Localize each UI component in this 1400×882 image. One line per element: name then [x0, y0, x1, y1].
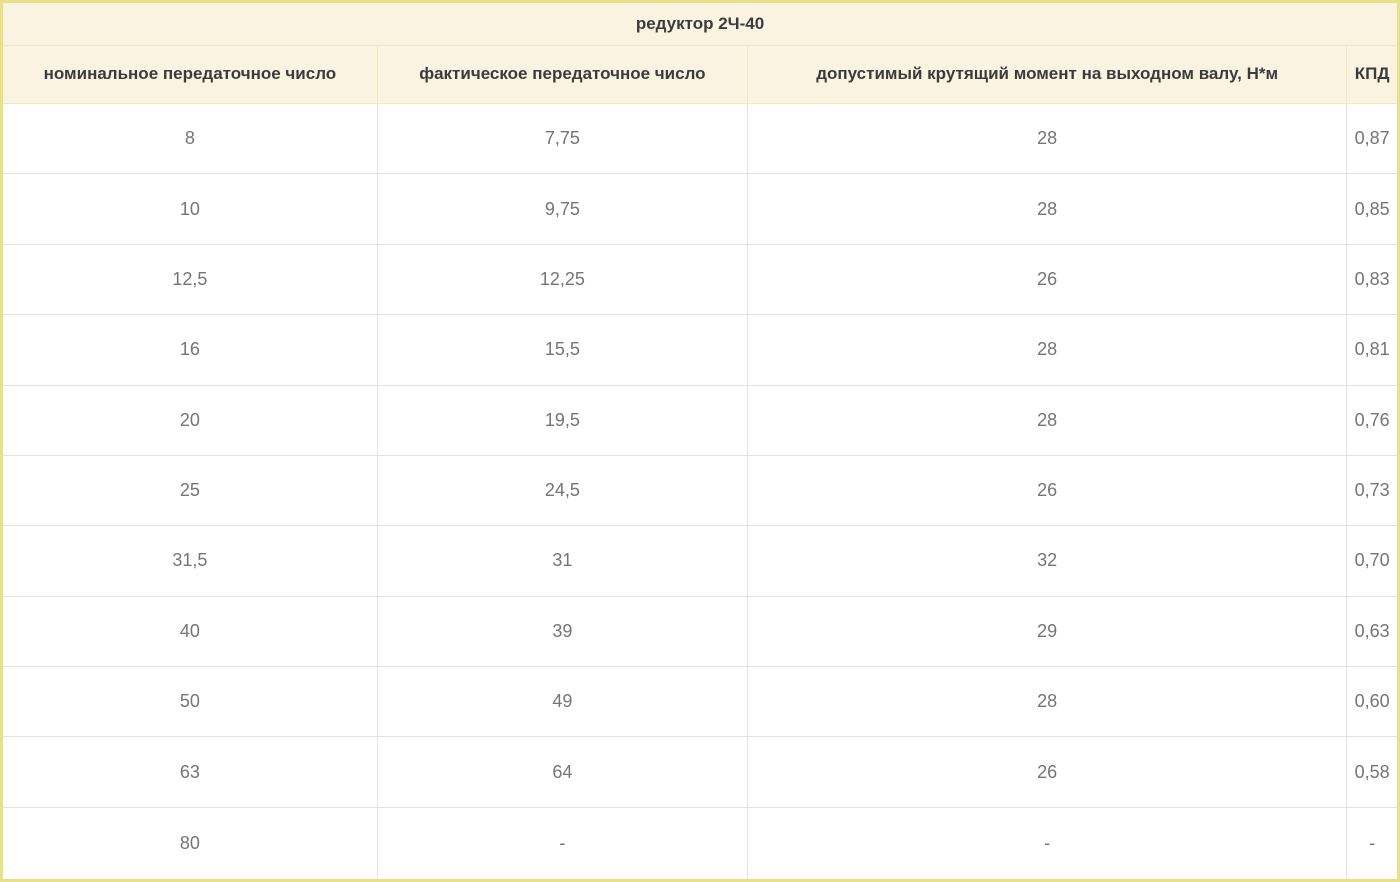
table-cell-actual-ratio: -: [376, 806, 748, 882]
table-cell-efficiency: 0,70: [1346, 525, 1399, 597]
table-cell-efficiency: 0,73: [1346, 454, 1399, 527]
table-row: 25 24,5 26 0,73: [1, 454, 1399, 527]
table-cell-efficiency: 0,76: [1346, 384, 1399, 456]
table-title-row: редуктор 2Ч-40: [1, 1, 1399, 46]
table-cell-nominal-ratio: 80: [1, 806, 378, 882]
table-cell-actual-ratio: 31: [376, 525, 748, 597]
table-cell-actual-ratio: 12,25: [376, 243, 748, 316]
table-cell-nominal-ratio: 8: [1, 102, 378, 175]
column-header-actual-ratio: фактическое передаточное число: [376, 45, 748, 104]
table-cell-nominal-ratio: 10: [1, 173, 378, 245]
table-cell-allowed-torque: 29: [746, 595, 1348, 668]
table-cell-efficiency: 0,58: [1346, 736, 1399, 808]
table-row: 16 15,5 28 0,81: [1, 314, 1399, 386]
table-cell-actual-ratio: 64: [376, 736, 748, 808]
table-row: 20 19,5 28 0,76: [1, 384, 1399, 456]
column-header-efficiency: КПД: [1346, 45, 1399, 104]
table-cell-actual-ratio: 39: [376, 595, 748, 668]
table-row: 50 49 28 0,60: [1, 665, 1399, 738]
table-row: 8 7,75 28 0,87: [1, 102, 1399, 175]
table-cell-nominal-ratio: 63: [1, 736, 378, 808]
table-row: 63 64 26 0,58: [1, 736, 1399, 808]
table-row: 40 39 29 0,63: [1, 595, 1399, 668]
table-cell-nominal-ratio: 16: [1, 314, 378, 386]
table-cell-efficiency: 0,87: [1346, 102, 1399, 175]
table-cell-nominal-ratio: 25: [1, 454, 378, 527]
table-title: редуктор 2Ч-40: [1, 1, 1399, 46]
table-cell-actual-ratio: 19,5: [376, 384, 748, 456]
table-cell-allowed-torque: 28: [746, 384, 1348, 456]
table-cell-allowed-torque: 28: [746, 314, 1348, 386]
table-cell-nominal-ratio: 12,5: [1, 243, 378, 316]
table-cell-actual-ratio: 24,5: [376, 454, 748, 527]
table-cell-allowed-torque: 26: [746, 243, 1348, 316]
table-body: 8 7,75 28 0,87 10 9,75 28 0,85 12,5 12,2…: [1, 102, 1399, 882]
table-header-row: номинальное передаточное число фактическ…: [1, 45, 1399, 104]
table-cell-efficiency: -: [1346, 806, 1399, 882]
table-row: 10 9,75 28 0,85: [1, 173, 1399, 245]
table-cell-efficiency: 0,81: [1346, 314, 1399, 386]
table-cell-allowed-torque: 28: [746, 102, 1348, 175]
column-header-nominal-ratio: номинальное передаточное число: [1, 45, 378, 104]
table-cell-efficiency: 0,83: [1346, 243, 1399, 316]
table-row: 80 - - -: [1, 806, 1399, 882]
table-cell-actual-ratio: 49: [376, 665, 748, 738]
table-cell-actual-ratio: 9,75: [376, 173, 748, 245]
table-cell-efficiency: 0,63: [1346, 595, 1399, 668]
table-cell-efficiency: 0,60: [1346, 665, 1399, 738]
table-cell-actual-ratio: 15,5: [376, 314, 748, 386]
table-cell-nominal-ratio: 20: [1, 384, 378, 456]
table-cell-allowed-torque: 26: [746, 454, 1348, 527]
table-cell-allowed-torque: 26: [746, 736, 1348, 808]
table-cell-allowed-torque: 32: [746, 525, 1348, 597]
table-row: 31,5 31 32 0,70: [1, 525, 1399, 597]
table-row: 12,5 12,25 26 0,83: [1, 243, 1399, 316]
table-cell-nominal-ratio: 40: [1, 595, 378, 668]
table-cell-nominal-ratio: 50: [1, 665, 378, 738]
table-cell-allowed-torque: 28: [746, 665, 1348, 738]
table-cell-actual-ratio: 7,75: [376, 102, 748, 175]
table-cell-efficiency: 0,85: [1346, 173, 1399, 245]
table-cell-allowed-torque: -: [746, 806, 1348, 882]
table-cell-nominal-ratio: 31,5: [1, 525, 378, 597]
table-head: редуктор 2Ч-40 номинальное передаточное …: [1, 1, 1399, 104]
column-header-allowed-torque: допустимый крутящий момент на выходном в…: [746, 45, 1348, 104]
table-cell-allowed-torque: 28: [746, 173, 1348, 245]
